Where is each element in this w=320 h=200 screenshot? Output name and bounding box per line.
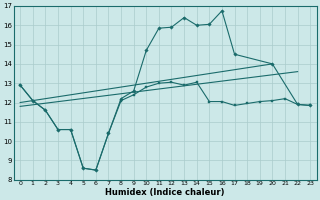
X-axis label: Humidex (Indice chaleur): Humidex (Indice chaleur): [106, 188, 225, 197]
